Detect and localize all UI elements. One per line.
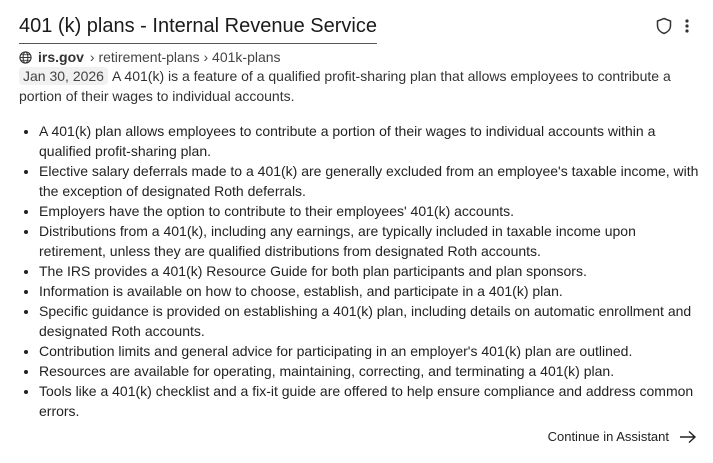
list-item: Distributions from a 401(k), including a… xyxy=(39,221,701,261)
list-item: Specific guidance is provided on establi… xyxy=(39,301,701,341)
list-item: Information is available on how to choos… xyxy=(39,281,701,301)
result-domain: irs.gov xyxy=(38,49,84,65)
list-item: Employers have the option to contribute … xyxy=(39,201,701,221)
more-vertical-icon[interactable] xyxy=(683,17,691,35)
result-title-link[interactable]: 401 (k) plans - Internal Revenue Service xyxy=(19,13,377,44)
shield-icon[interactable] xyxy=(655,17,673,35)
list-item: A 401(k) plan allows employees to contri… xyxy=(39,121,701,161)
list-item: The IRS provides a 401(k) Resource Guide… xyxy=(39,261,701,281)
globe-icon xyxy=(19,50,32,64)
result-date: Jan 30, 2026 xyxy=(19,67,108,85)
result-url[interactable]: irs.gov › retirement-plans › 401k-plans xyxy=(19,48,281,66)
continue-label: Continue in Assistant xyxy=(547,429,669,444)
list-item: Elective salary deferrals made to a 401(… xyxy=(39,161,701,201)
arrow-right-icon xyxy=(680,430,697,444)
list-item: Tools like a 401(k) checklist and a fix-… xyxy=(39,381,701,421)
result-snippet: Jan 30, 2026 A 401(k) is a feature of a q… xyxy=(19,66,689,106)
result-breadcrumb: › retirement-plans › 401k-plans xyxy=(89,49,281,65)
snippet-text: A 401(k) is a feature of a qualified pro… xyxy=(19,68,671,104)
continue-in-assistant-button[interactable]: Continue in Assistant xyxy=(548,427,697,447)
list-item: Contribution limits and general advice f… xyxy=(39,341,701,361)
list-item: Resources are available for operating, m… xyxy=(39,361,701,381)
summary-list: A 401(k) plan allows employees to contri… xyxy=(19,121,701,421)
